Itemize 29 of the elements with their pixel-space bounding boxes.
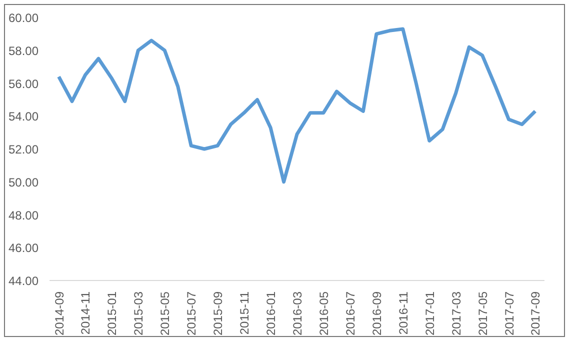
y-tick-label: 44.00 — [8, 274, 39, 288]
x-tick-label: 2015-01 — [105, 291, 120, 336]
x-tick-label: 2015-05 — [158, 291, 172, 336]
x-tick-label: 2017-09 — [528, 291, 543, 336]
y-tick-label: 58.00 — [8, 44, 39, 58]
x-tick-label: 2016-07 — [343, 291, 358, 336]
x-tick-label: 2016-01 — [264, 291, 278, 336]
x-tick-label: 2015-11 — [238, 291, 252, 335]
x-tick-label: 2014-11 — [78, 291, 93, 335]
y-tick-label: 54.00 — [8, 110, 39, 124]
x-tick-label: 2016-03 — [290, 291, 304, 336]
x-tick-label: 2016-11 — [396, 291, 410, 335]
x-tick-label: 2016-05 — [316, 291, 331, 336]
x-tick-label: 2017-07 — [502, 291, 516, 336]
x-tick-label: 2015-07 — [184, 291, 199, 336]
x-tick-label: 2014-09 — [52, 291, 66, 336]
x-tick-label: 2017-05 — [476, 291, 490, 336]
x-tick-label: 2017-01 — [422, 291, 437, 336]
x-tick-label: 2015-09 — [211, 291, 226, 336]
x-tick-label: 2016-09 — [370, 291, 384, 336]
line-series — [57, 27, 537, 184]
y-tick-label: 50.00 — [8, 175, 39, 190]
y-tick-label: 46.00 — [8, 241, 39, 256]
y-tick-label: 48.00 — [8, 208, 39, 222]
y-tick-label: 52.00 — [8, 142, 39, 156]
x-tick-label: 2015-03 — [132, 291, 146, 336]
y-tick-label: 60.00 — [8, 11, 39, 25]
y-tick-label: 56.00 — [8, 76, 39, 91]
x-tick-label: 2017-03 — [449, 291, 464, 336]
